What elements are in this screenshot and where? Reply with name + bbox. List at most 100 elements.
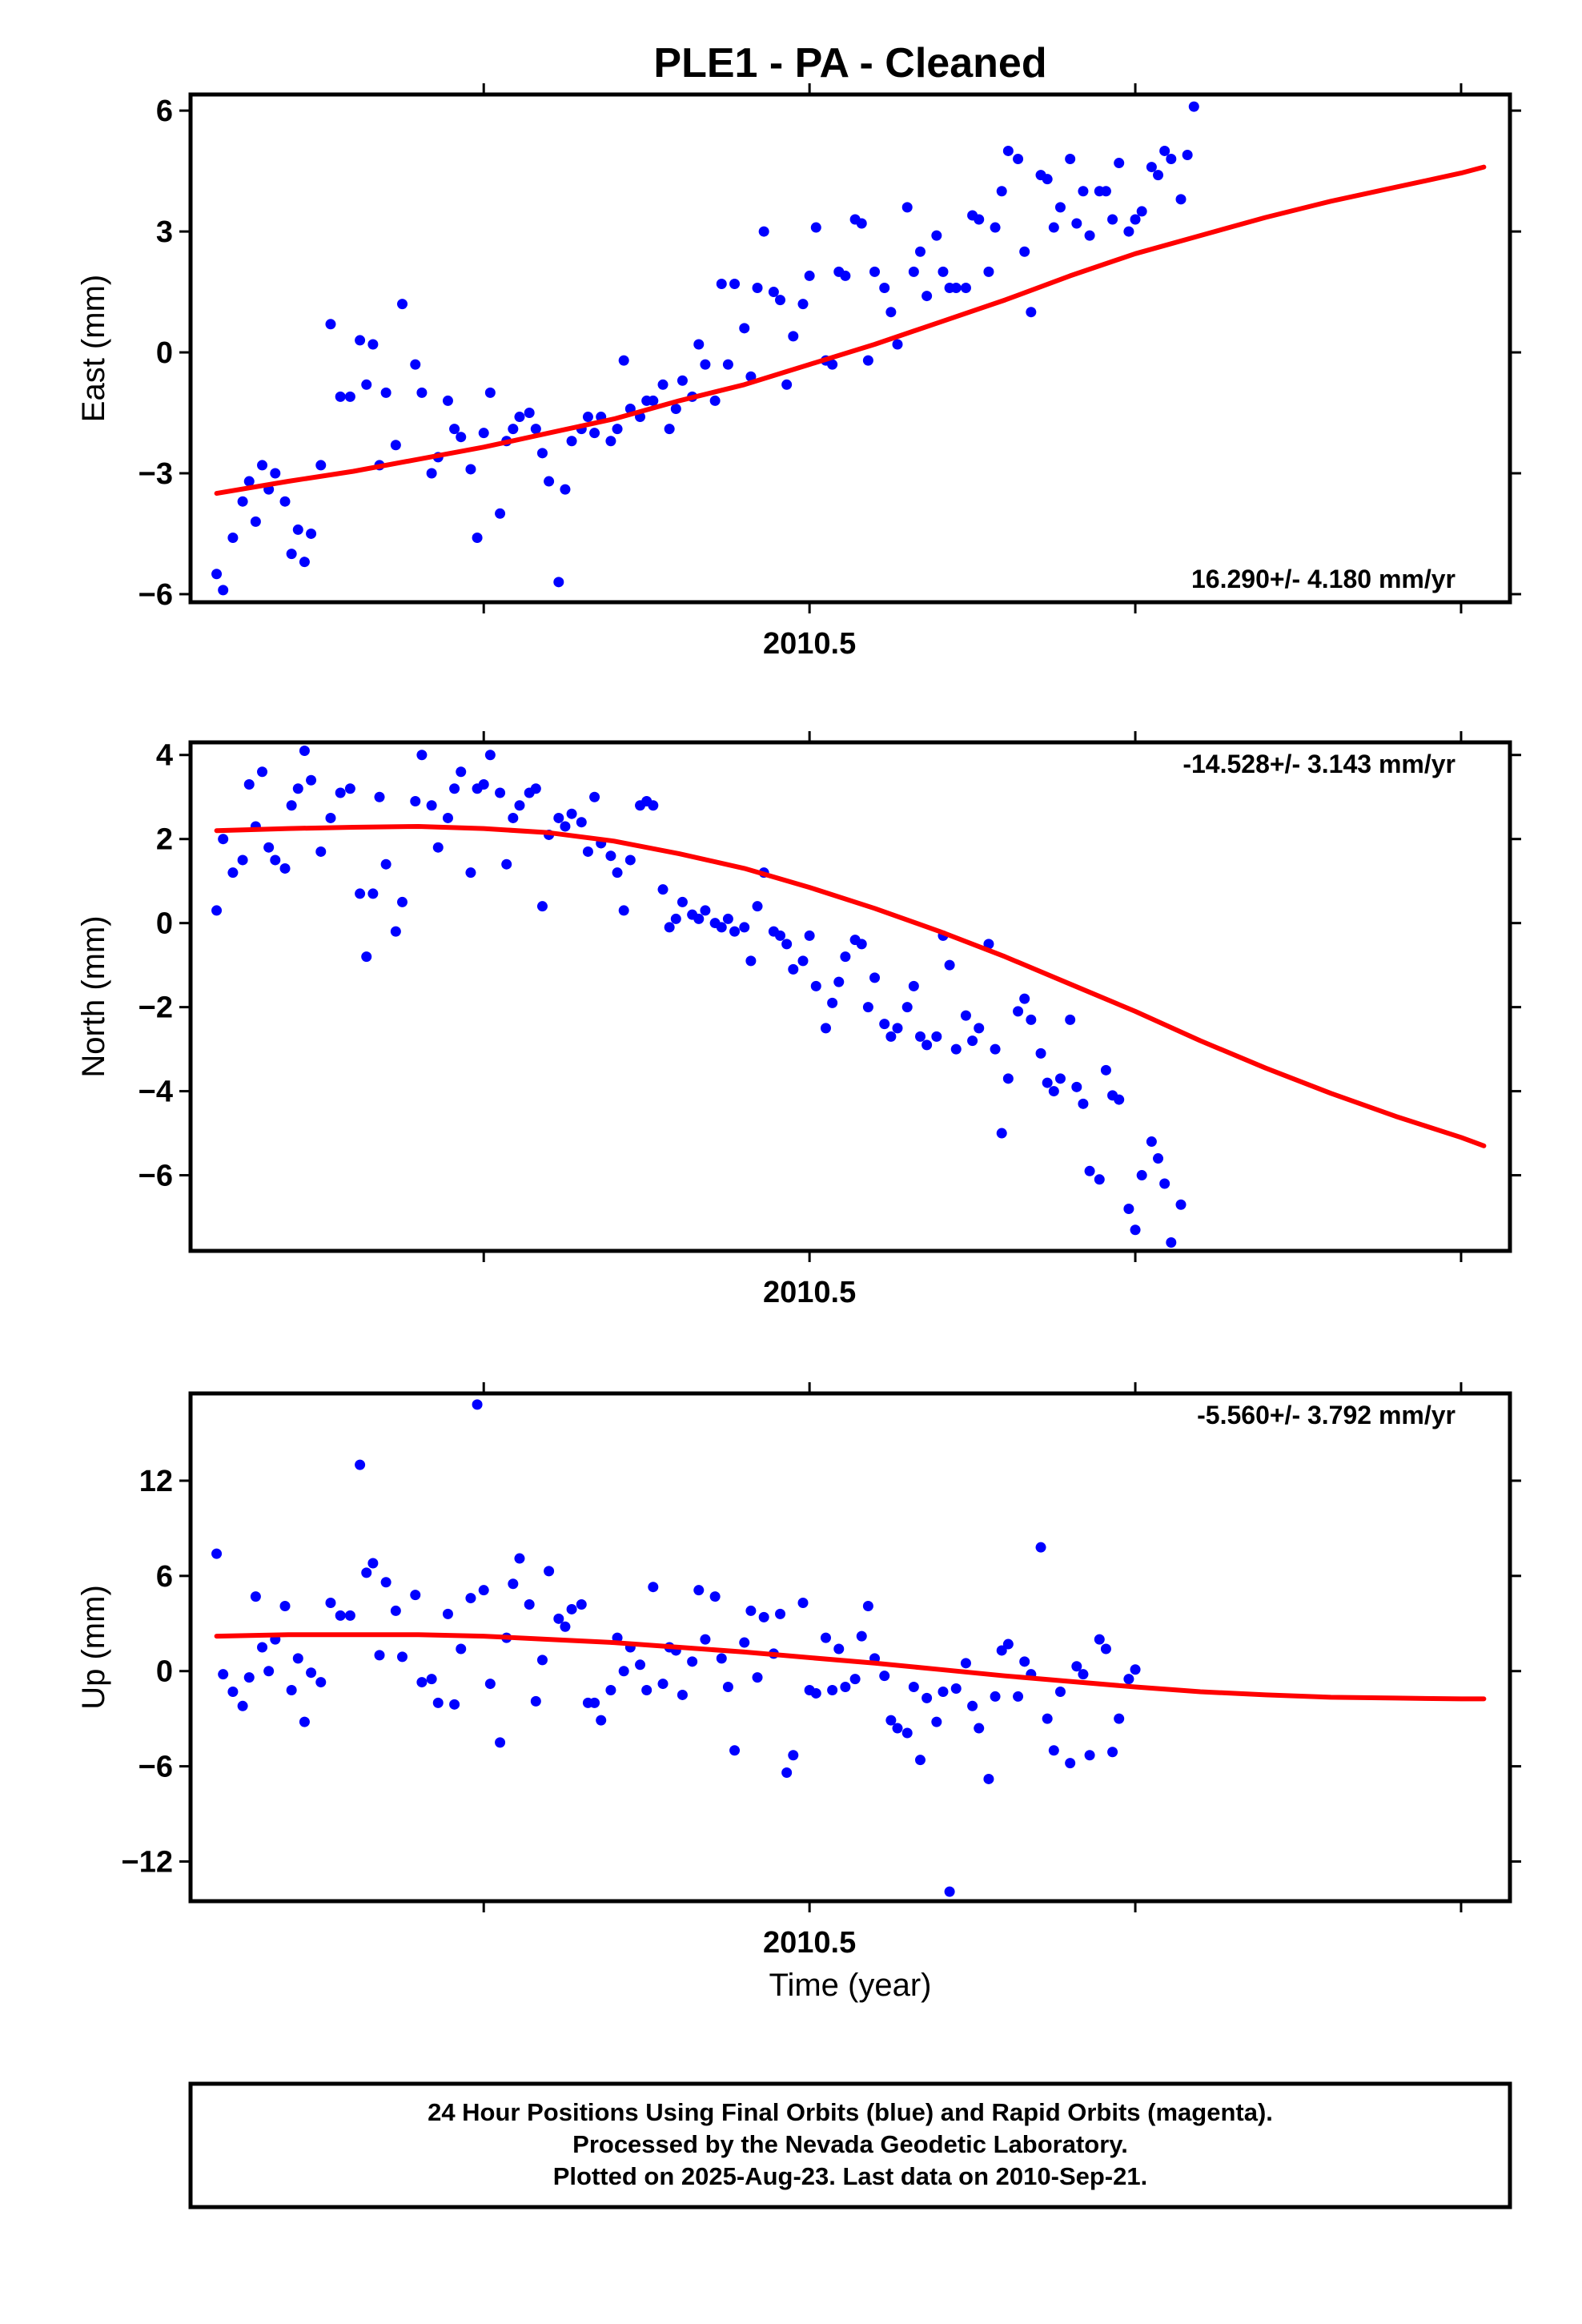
data-point — [849, 1674, 861, 1685]
data-point — [729, 926, 741, 937]
data-point — [553, 577, 564, 588]
data-point — [1065, 1014, 1076, 1025]
y-tick-label: −4 — [139, 1076, 173, 1109]
data-point — [605, 850, 616, 862]
data-point — [914, 246, 926, 257]
data-point — [465, 867, 476, 879]
data-point — [426, 800, 437, 811]
data-point — [996, 1128, 1007, 1139]
data-point — [465, 464, 476, 475]
data-point — [566, 1603, 577, 1614]
data-point — [536, 1655, 548, 1666]
data-point — [700, 1634, 711, 1645]
data-point — [514, 800, 525, 811]
data-point — [885, 1715, 897, 1726]
data-point — [566, 808, 577, 819]
data-point — [739, 922, 750, 933]
data-point — [478, 428, 489, 439]
data-point — [781, 379, 793, 390]
fit-line — [214, 164, 1487, 497]
data-point — [325, 1598, 336, 1609]
data-point — [1182, 149, 1193, 160]
data-point — [1042, 1713, 1053, 1724]
data-point — [869, 266, 881, 277]
data-point — [892, 1723, 903, 1734]
data-point — [263, 1666, 275, 1677]
data-point — [862, 355, 873, 366]
data-point — [641, 1684, 652, 1695]
data-point — [576, 817, 587, 828]
data-point — [465, 1593, 476, 1604]
data-point — [286, 1684, 297, 1695]
data-point — [355, 1459, 366, 1470]
data-point — [1146, 162, 1157, 173]
data-point — [670, 913, 681, 924]
data-point — [544, 1566, 555, 1577]
data-point — [879, 1671, 890, 1682]
data-point — [237, 1700, 248, 1711]
data-point — [605, 436, 616, 447]
data-point — [426, 1674, 437, 1685]
data-point — [576, 1599, 587, 1610]
data-point — [797, 299, 809, 310]
data-point — [693, 913, 705, 924]
data-point — [1065, 1758, 1076, 1769]
data-point — [416, 1677, 428, 1688]
data-point — [380, 1577, 391, 1588]
data-point — [1078, 1098, 1089, 1109]
data-point — [325, 319, 336, 330]
data-point — [618, 905, 629, 916]
data-point — [901, 1727, 913, 1739]
data-point — [990, 1691, 1001, 1702]
data-point — [648, 1582, 659, 1593]
y-tick-label: 0 — [156, 336, 173, 370]
data-point — [1084, 230, 1095, 241]
data-point — [279, 1600, 291, 1611]
data-point — [1107, 1747, 1118, 1758]
footer-line-1: 24 Hour Positions Using Final Orbits (bl… — [428, 2098, 1273, 2126]
data-point — [263, 842, 275, 853]
footer-line-2: Processed by the Nevada Geodetic Laborat… — [572, 2130, 1128, 2158]
data-point — [716, 922, 727, 933]
data-point — [983, 266, 994, 277]
data-point — [442, 1608, 453, 1619]
data-point — [745, 371, 757, 382]
east-panel: −6 −3 0 3 6 2010.5 East (mm) 16.290+/- 4.180 mm… — [76, 83, 1521, 661]
data-point — [286, 800, 297, 811]
data-point — [693, 1585, 705, 1596]
data-point — [693, 339, 705, 350]
y-tick-label: 12 — [139, 1465, 173, 1498]
data-point — [1048, 222, 1059, 233]
data-point — [677, 375, 688, 386]
data-point — [664, 922, 675, 933]
data-point — [237, 496, 248, 507]
data-point — [495, 508, 506, 519]
data-point — [1175, 1199, 1186, 1210]
y-tick-label: 4 — [156, 739, 173, 773]
data-point — [315, 460, 327, 471]
data-point — [739, 1637, 750, 1648]
data-point — [380, 858, 391, 870]
data-point — [442, 395, 453, 406]
data-point — [495, 787, 506, 798]
data-points — [211, 101, 1199, 596]
data-point — [227, 1686, 239, 1697]
y-tick-label: 0 — [156, 907, 173, 941]
data-point — [908, 980, 919, 991]
data-point — [1054, 1073, 1066, 1084]
data-point — [1166, 154, 1177, 165]
data-point — [589, 791, 600, 802]
rate-annotation: -5.560+/- 3.792 mm/yr — [1197, 1401, 1456, 1429]
data-point — [605, 1684, 616, 1695]
data-point — [1013, 1691, 1024, 1702]
up-panel: −12 −6 0 6 12 2010.5 Up (mm) -5.560+/- 3.792 mm… — [76, 1382, 1521, 1960]
data-point — [390, 1605, 401, 1616]
data-point — [292, 524, 303, 535]
data-point — [775, 295, 786, 306]
data-point — [1002, 145, 1014, 156]
data-point — [508, 812, 519, 823]
data-point — [367, 1558, 379, 1569]
data-point — [560, 484, 571, 495]
data-point — [243, 476, 255, 487]
data-point — [361, 379, 372, 390]
